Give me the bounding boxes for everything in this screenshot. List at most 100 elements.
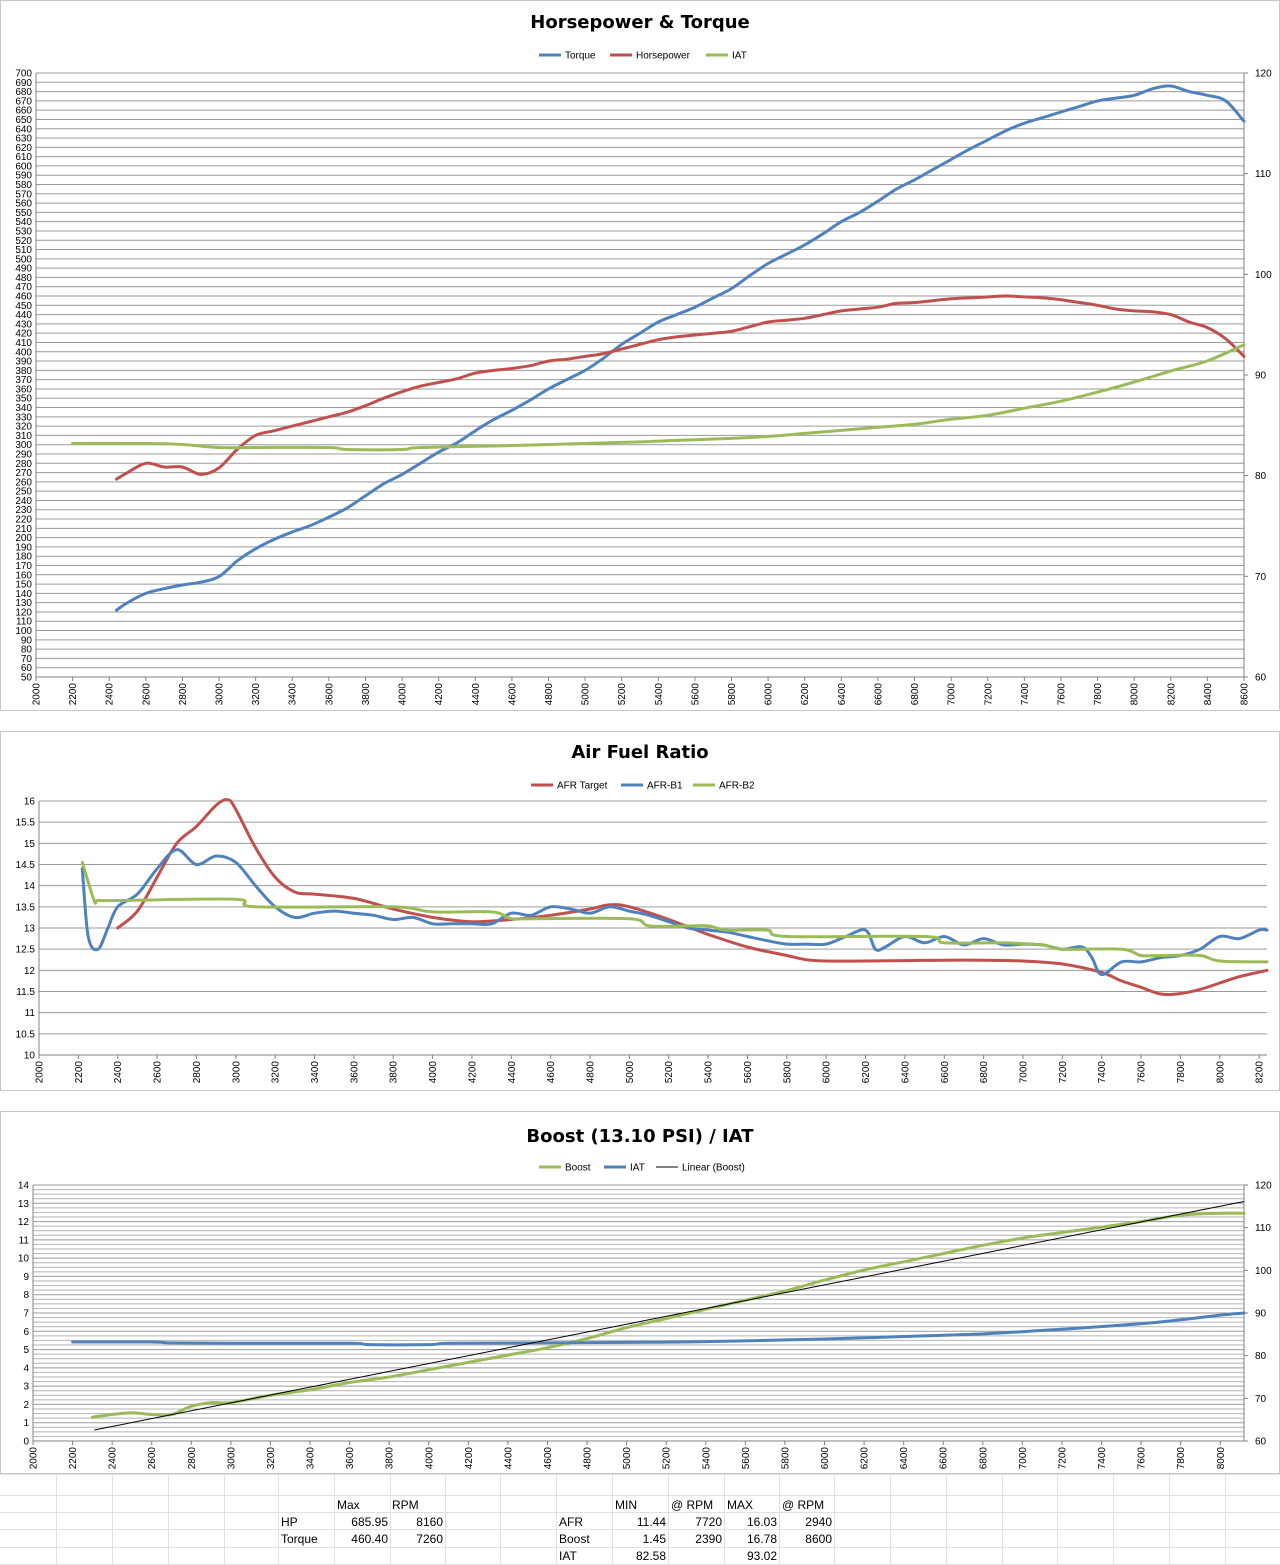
y-tick-label: 530 [15,226,32,237]
y-tick-label: 560 [15,199,32,210]
x-tick-label: 8200 [1255,1061,1266,1084]
y2-tick-label: 120 [1255,69,1272,80]
y-tick-label: 15.5 [16,818,36,829]
y-tick-label: 110 [16,617,32,628]
y2-tick-label: 110 [1255,169,1271,180]
y2-tick-label: 70 [1255,572,1267,583]
y2-tick-label: 90 [1255,1309,1267,1320]
x-tick-label: 3000 [226,1447,237,1470]
x-tick-label: 6000 [822,1061,833,1084]
y-tick-label: 90 [21,635,33,646]
y-tick-label: 15 [24,839,36,850]
y-tick-label: 270 [15,468,32,479]
y-tick-label: 450 [15,301,32,312]
afr-max-rpm: 2940 [805,1515,832,1529]
series-line-horsepower [115,294,1246,481]
iat-max-rpm [779,1548,832,1564]
y-tick-label: 5 [23,1345,29,1356]
gridlines [39,800,1267,1056]
x-tick-label: 4600 [546,1061,557,1084]
y-tick-label: 640 [15,124,32,135]
y-tick-label: 260 [15,477,32,488]
x-tick-label: 3200 [251,683,262,706]
y-tick-label: 610 [15,152,32,163]
y-tick-label: 700 [15,69,32,80]
x-tick-label: 2200 [68,1447,79,1470]
x-tick-label: 5400 [704,1061,715,1084]
series-line-boost [90,1211,1246,1419]
y-tick-label: 4 [23,1363,29,1374]
x-tick-label: 2800 [187,1447,198,1470]
max-rpm-header: RPM [392,1498,419,1512]
x-tick-label: 8400 [1203,683,1214,706]
x-tick-label: 4800 [586,1061,597,1084]
legend-label: Linear (Boost) [682,1163,745,1174]
y-tick-label: 12 [18,1217,30,1228]
y-tick-label: 190 [15,542,32,553]
y-tick-label: 140 [15,589,32,600]
max-header-2: MAX [727,1498,754,1512]
series-lines [71,1200,1246,1431]
y-tick-label: 510 [15,245,32,256]
y2-tick-label: 70 [1255,1394,1267,1405]
series-line-iat [71,343,1246,452]
x-tick-label: 4000 [398,683,409,706]
y2-tick-label: 60 [1255,673,1267,684]
x-tick-label: 7400 [1020,683,1031,706]
x-tick-label: 7200 [983,683,994,706]
x-tick-label: 3600 [349,1061,360,1084]
x-tick-label: 2800 [192,1061,203,1084]
y-tick-label: 310 [15,431,32,442]
y-tick-label: 280 [15,459,32,470]
torque-rpm-value: 7260 [416,1532,443,1546]
y-tick-label: 120 [15,607,32,618]
y-tick-label: 13 [18,1199,30,1210]
iat-min: 82.58 [635,1549,666,1563]
x-tick-label: 2600 [141,683,152,706]
y-tick-label: 14 [18,1181,30,1192]
x-tick-label: 6200 [800,683,811,706]
x-tick-label: 6000 [820,1447,831,1470]
y-tick-label: 570 [15,189,32,200]
hp-max-value: 685.95 [351,1515,388,1529]
x-tick-label: 7600 [1137,1061,1148,1084]
y-tick-label: 16 [24,797,36,808]
legend-label: IAT [732,51,747,62]
y-tick-label: 0 [23,1437,29,1448]
x-tick-label: 2400 [105,683,116,706]
x-tick-label: 6800 [979,1061,990,1084]
y-tick-label: 540 [15,217,32,228]
series-line-linear-boost [94,1200,1245,1431]
x-tick-label: 6200 [860,1447,871,1470]
hp-torque-chart: 5060708090100110120130140150160170180190… [15,51,1272,706]
x-tick-label: 3800 [389,1061,400,1084]
y-tick-label: 460 [15,292,32,303]
iat-min-rpm [668,1548,722,1564]
x-tick-label: 3000 [231,1061,242,1084]
y-tick-label: 8 [23,1290,29,1301]
y-tick-label: 410 [15,338,32,349]
boost-iat-chart-panel: Boost (13.10 PSI) / IAT 0 1 2 3 4 5 6 7 8 9 10 11 12… [0,1111,1280,1474]
series-lines [71,84,1246,612]
y2-tick-label: 100 [1255,270,1272,281]
x-tick-label: 7000 [1018,1447,1029,1470]
x-tick-label: 8000 [1215,1061,1226,1084]
boost-label: Boost [559,1532,590,1546]
y-tick-label: 11 [19,1235,30,1246]
x-tick-label: 4800 [544,683,555,706]
y2-tick-label: 120 [1255,1181,1272,1192]
x-tick-label: 7800 [1093,683,1104,706]
min-rpm-header: @ RPM [671,1498,714,1512]
iat-max: 93.02 [746,1549,777,1563]
y-tick-label: 170 [15,561,32,572]
series-line-afr-b1 [80,848,1269,977]
y-tick-label: 220 [15,515,32,526]
x-tick-label: 4600 [543,1447,554,1470]
x-tick-label: 5400 [654,683,665,706]
y-tick-label: 360 [15,384,32,395]
series-line-torque [115,84,1246,612]
x-tick-label: 6600 [940,1061,951,1084]
y-tick-label: 7 [23,1309,29,1320]
torque-label: Torque [281,1532,318,1546]
y-tick-label: 370 [15,375,32,386]
